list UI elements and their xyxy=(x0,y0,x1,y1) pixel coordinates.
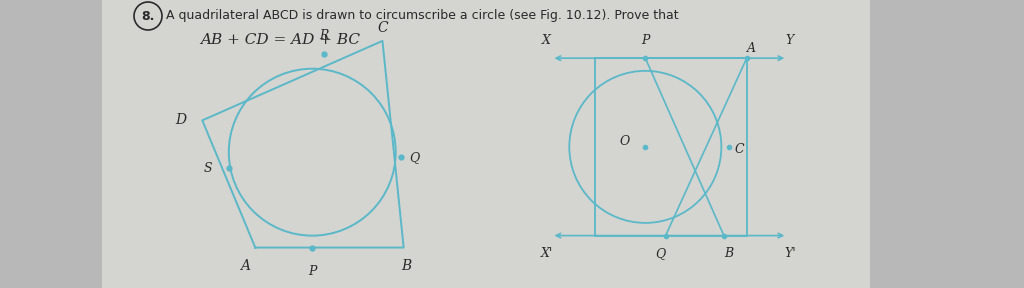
Text: S: S xyxy=(204,162,212,175)
Text: B: B xyxy=(724,247,733,260)
Text: A quadrilateral ABCD is drawn to circumscribe a circle (see Fig. 10.12). Prove t: A quadrilateral ABCD is drawn to circums… xyxy=(166,10,679,22)
Text: A: A xyxy=(748,41,757,54)
Text: O: O xyxy=(620,135,630,148)
Text: AB + CD = AD + BC: AB + CD = AD + BC xyxy=(200,33,360,47)
Text: Q: Q xyxy=(655,247,666,260)
Text: Y': Y' xyxy=(784,247,796,260)
Text: C: C xyxy=(734,143,743,156)
Text: X': X' xyxy=(541,247,553,260)
Text: Q: Q xyxy=(410,151,420,164)
Text: 8.: 8. xyxy=(141,10,155,22)
Text: A: A xyxy=(240,259,250,273)
Text: Y: Y xyxy=(785,34,794,47)
FancyBboxPatch shape xyxy=(102,0,870,288)
Text: C: C xyxy=(377,21,388,35)
Text: R: R xyxy=(319,29,329,42)
Text: X: X xyxy=(542,34,551,47)
Text: B: B xyxy=(401,259,412,273)
Text: P: P xyxy=(308,265,316,278)
Text: P: P xyxy=(641,34,649,47)
Text: D: D xyxy=(175,113,186,127)
